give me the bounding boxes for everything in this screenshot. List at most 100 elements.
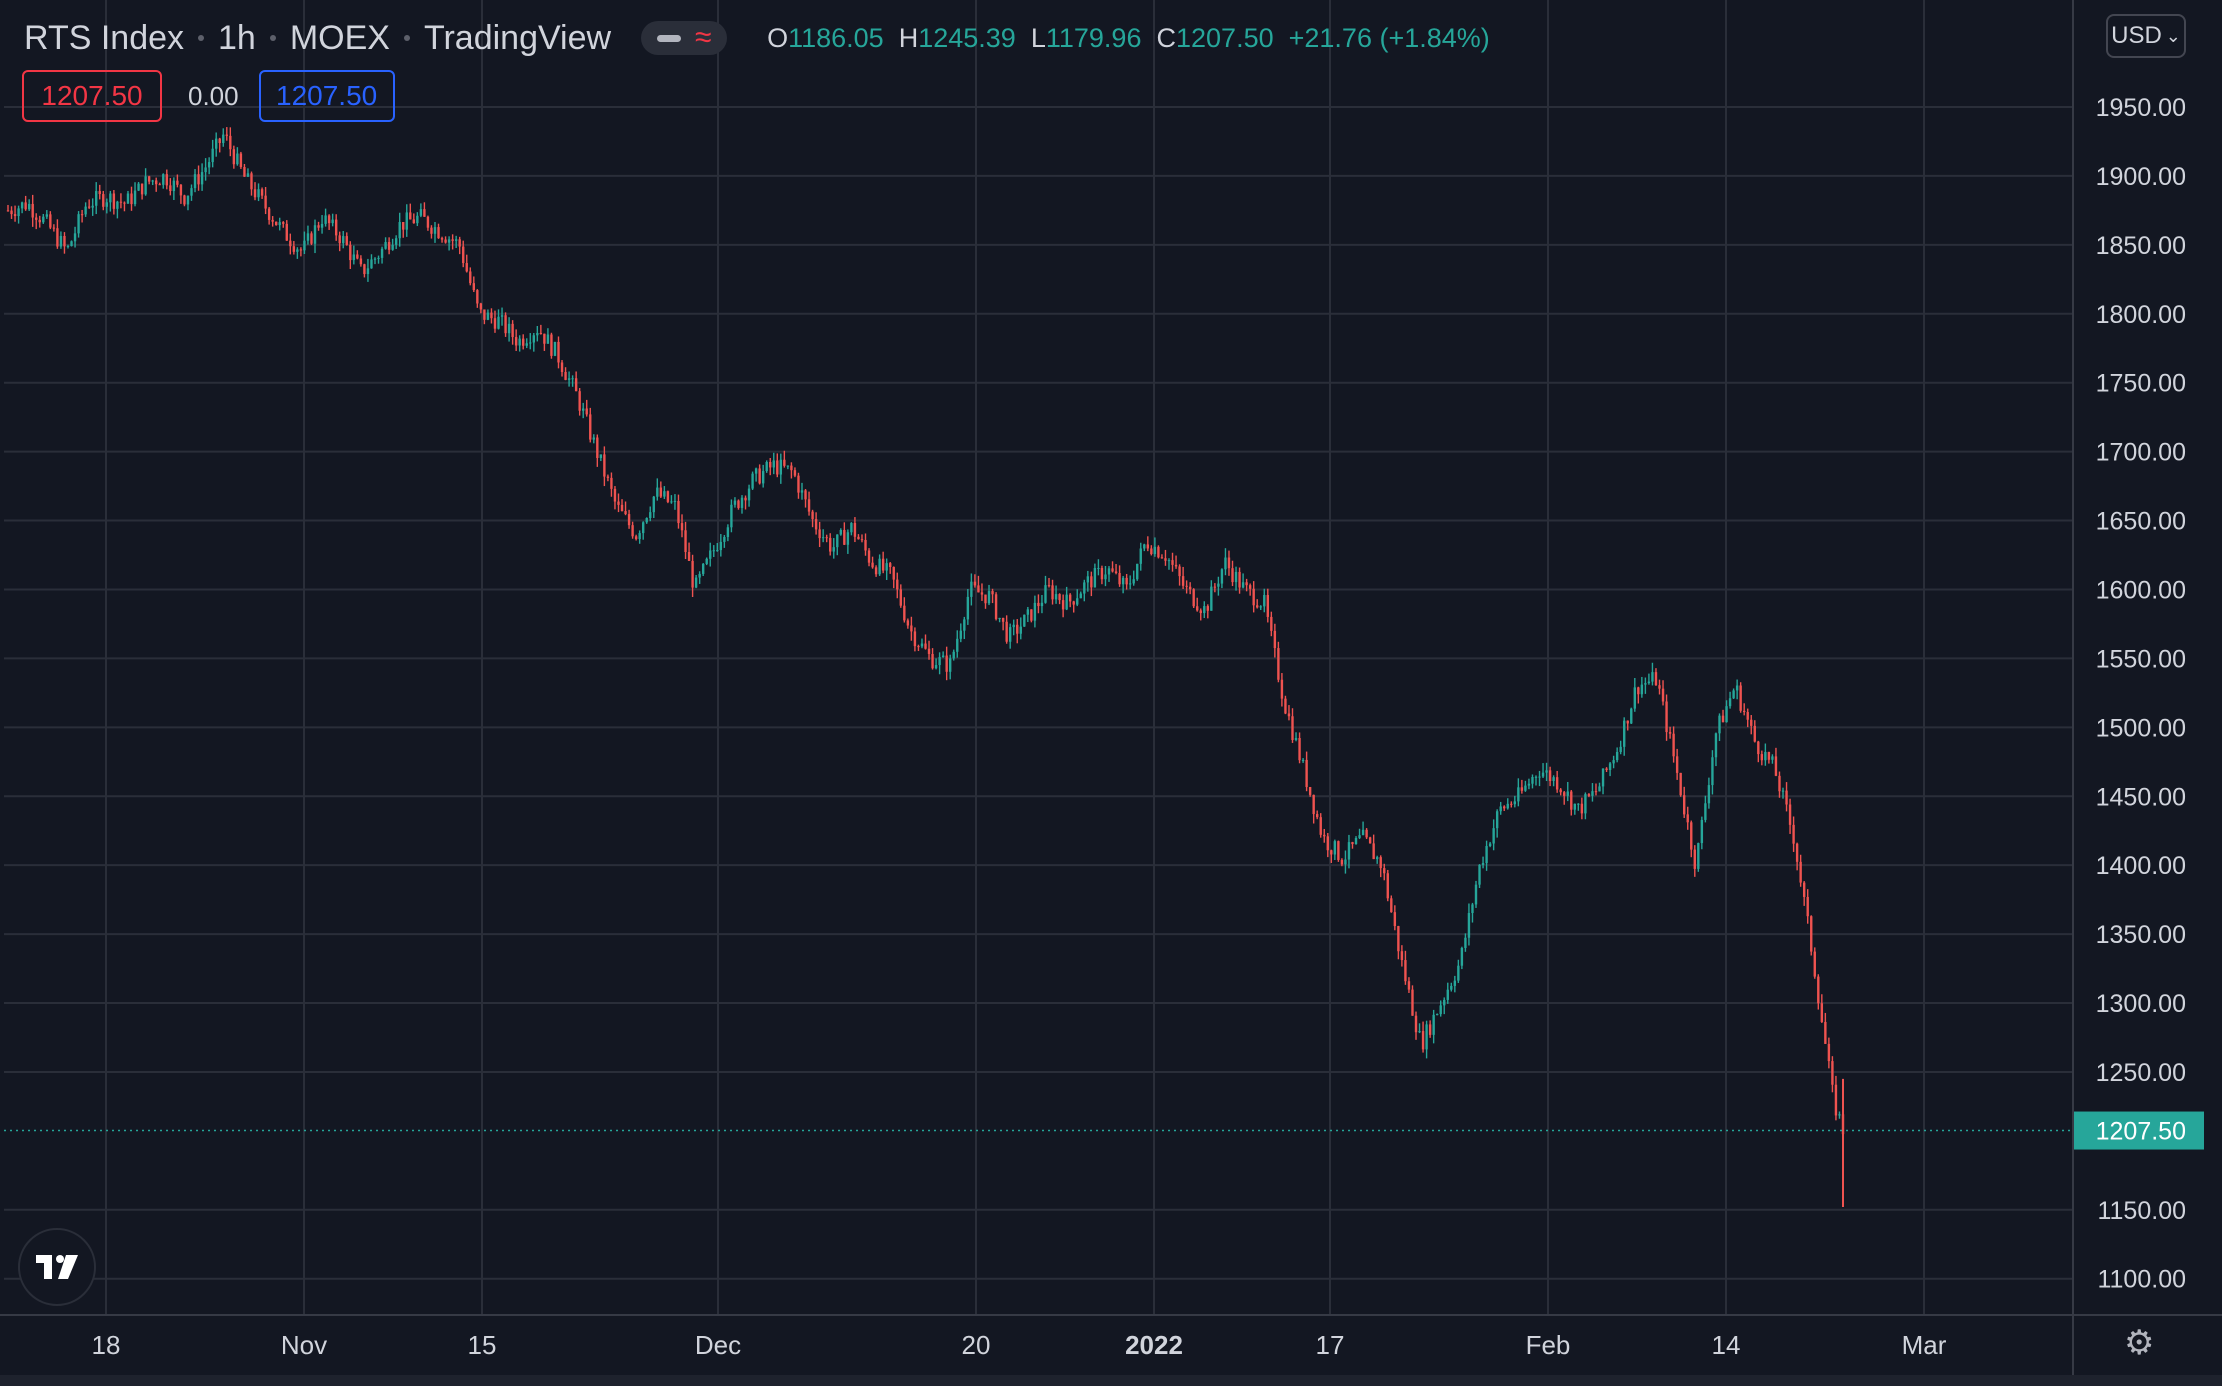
candle-body	[282, 222, 285, 224]
candle-body	[116, 201, 119, 209]
candle-body	[991, 591, 994, 595]
candle-body	[1559, 789, 1562, 793]
gear-icon[interactable]: ⚙	[2124, 1324, 2155, 1362]
candle-body	[1474, 884, 1478, 905]
candle-body	[239, 153, 243, 168]
candle-body	[786, 465, 790, 467]
candle-body	[387, 242, 391, 250]
candle-body	[553, 341, 557, 356]
candle-body	[1471, 904, 1474, 914]
candle-body	[1390, 898, 1393, 913]
candle-body	[45, 214, 49, 217]
candle-body	[945, 655, 948, 672]
candle-body	[1690, 822, 1693, 850]
candle-body	[1827, 1043, 1831, 1062]
candle-body	[359, 258, 363, 265]
candle-body	[1778, 775, 1781, 792]
candle-body	[105, 202, 109, 207]
candle-body	[267, 208, 271, 220]
buy-price-button[interactable]: 1207.50	[258, 70, 395, 122]
candle-body	[1333, 841, 1337, 855]
candle-body	[394, 238, 398, 245]
candle-body	[656, 487, 659, 497]
candle-body	[1637, 687, 1640, 695]
candle-body	[324, 215, 327, 224]
candle-body	[1799, 861, 1802, 883]
candle-body	[1499, 806, 1502, 812]
symbol-name[interactable]: RTS Index	[24, 18, 185, 57]
candle-body	[207, 162, 211, 168]
candle-body	[589, 414, 592, 440]
candle-body	[310, 233, 313, 244]
tv-logo-glyph	[36, 1255, 78, 1279]
candle-body	[994, 594, 998, 619]
candle-body	[1513, 801, 1517, 805]
candle-body	[1044, 585, 1047, 603]
candle-body	[183, 195, 186, 205]
candle-body	[1630, 708, 1633, 724]
tradingview-logo-icon[interactable]	[18, 1228, 96, 1306]
candle-body	[1806, 896, 1809, 917]
candle-body	[800, 490, 804, 493]
candle-body	[1054, 594, 1058, 600]
candle-body	[599, 454, 603, 458]
candle-body	[751, 473, 754, 489]
candle-body	[1750, 719, 1753, 726]
time-tick-label: 17	[1316, 1330, 1345, 1360]
candle-body	[807, 499, 811, 512]
candle-body	[1100, 568, 1104, 580]
candle-body	[384, 242, 387, 249]
candle-body	[1238, 571, 1241, 588]
source-label: TradingView	[423, 18, 612, 57]
candle-body	[236, 153, 239, 165]
time-axis[interactable]: 18 Nov 15 Dec 20 2022 17 Feb 14 Mar	[92, 1330, 1947, 1360]
candle-body	[1407, 981, 1411, 990]
candle-body	[874, 567, 878, 575]
candle-body	[1651, 672, 1654, 682]
legend-toggle[interactable]: ≈	[641, 21, 728, 55]
candle-body	[327, 215, 331, 224]
currency-dropdown[interactable]: USD ⌄	[2106, 14, 2186, 58]
candle-body	[1697, 843, 1700, 869]
candle-body	[1587, 794, 1591, 796]
candle-body	[345, 236, 348, 245]
candle-body	[970, 581, 973, 597]
candle-body	[539, 332, 543, 334]
price-tick-label: 1100.00	[2097, 1266, 2186, 1294]
candle-body	[1125, 577, 1128, 585]
candle-body	[1358, 835, 1361, 838]
candle-body	[137, 183, 140, 191]
candle-body	[49, 214, 52, 228]
price-axis[interactable]: 1950.00 1900.00 1850.00 1800.00 1750.00 1700.…	[4, 94, 2204, 1294]
candle-body	[1072, 601, 1075, 605]
candle-body	[966, 596, 970, 620]
candle-body	[1520, 787, 1524, 791]
candle-body	[200, 172, 204, 185]
candle-body	[585, 408, 588, 415]
candle-body	[91, 205, 94, 208]
candle-body	[1580, 803, 1584, 814]
candle-body	[1143, 544, 1146, 549]
candle-body	[1503, 806, 1506, 809]
candle-body	[525, 343, 528, 346]
candle-body	[797, 475, 800, 493]
candle-body	[1683, 795, 1686, 815]
candle-body	[1506, 803, 1509, 809]
candle-body	[659, 487, 663, 497]
candle-body	[1375, 857, 1379, 860]
candle-body	[1418, 1031, 1421, 1033]
candle-body	[1107, 568, 1111, 575]
candle-body	[846, 532, 850, 545]
interval-label[interactable]: 1h	[218, 18, 256, 57]
candle-body	[342, 236, 345, 244]
candle-body	[423, 209, 426, 217]
sell-price-button[interactable]: 1207.50	[22, 70, 162, 122]
candle-body	[1076, 598, 1079, 605]
candle-body	[747, 488, 751, 501]
candle-body	[889, 563, 892, 568]
candle-body	[1647, 681, 1651, 684]
candle-body	[1319, 817, 1322, 835]
candle-body	[574, 378, 578, 392]
candle-body	[1598, 786, 1601, 792]
